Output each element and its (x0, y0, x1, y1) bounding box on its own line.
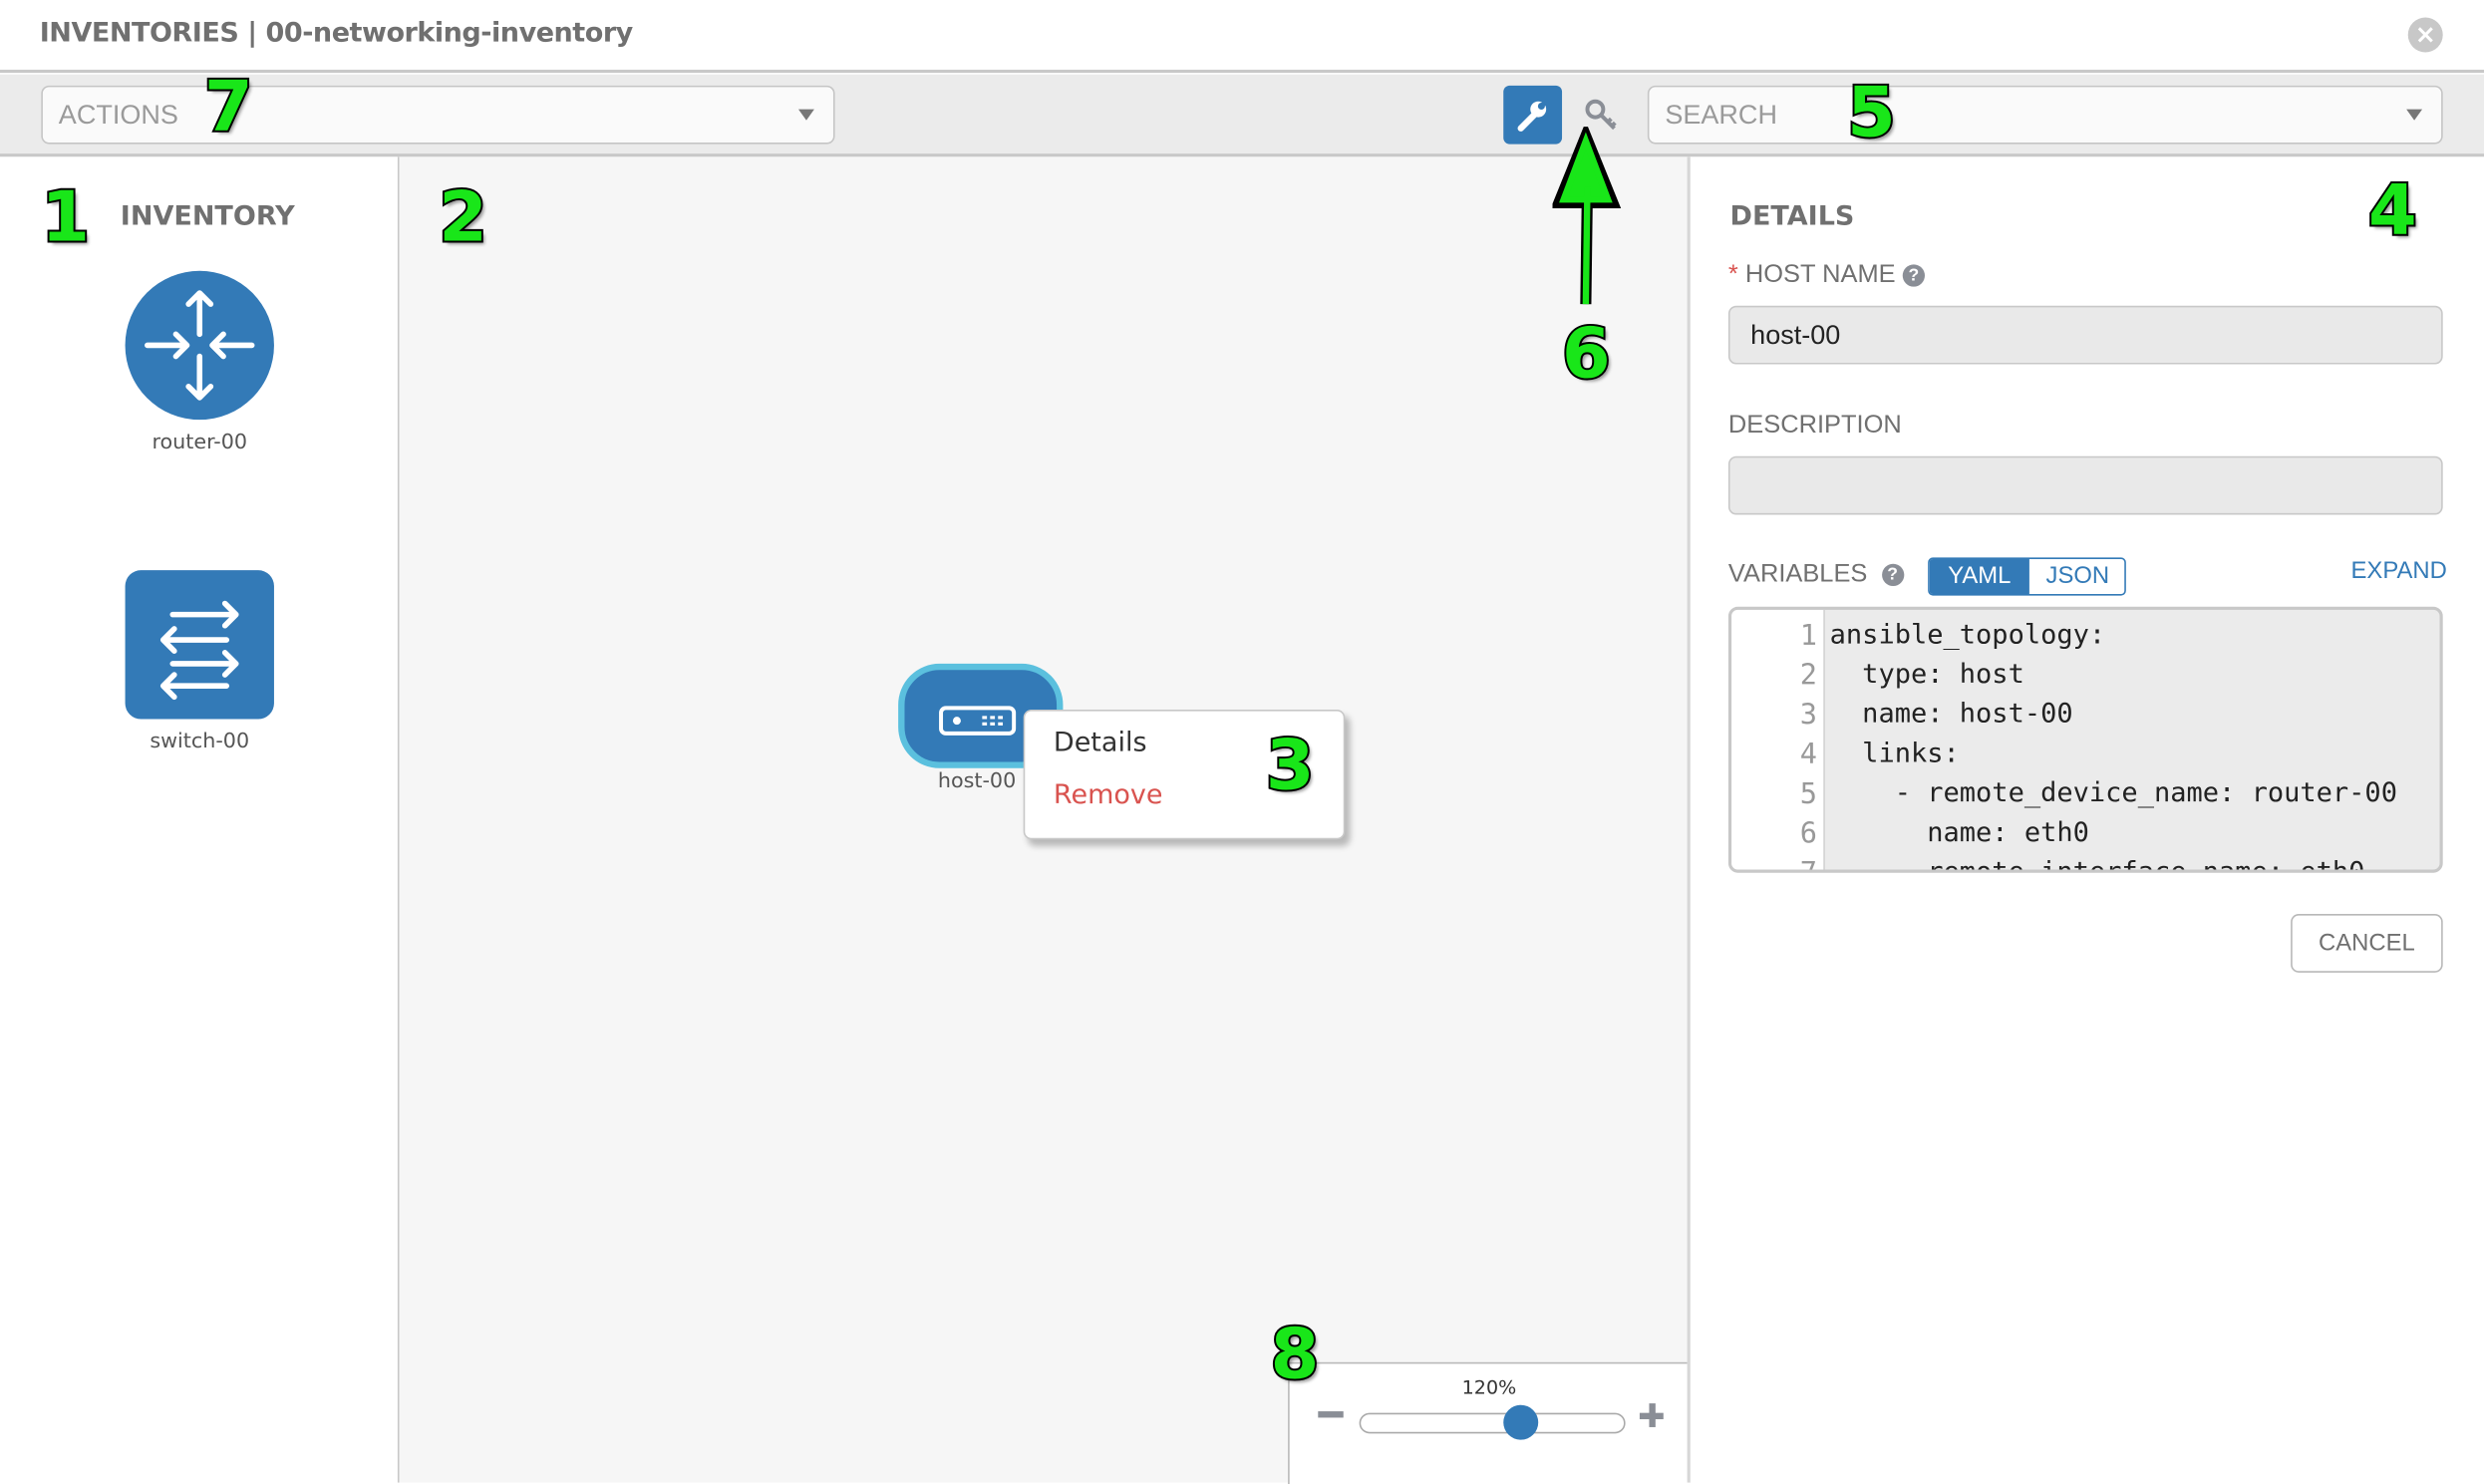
chevron-down-icon (798, 109, 814, 121)
code-line: type: host (1829, 659, 2024, 691)
zoom-in-icon[interactable] (1639, 1403, 1664, 1427)
line-number: 1 (1799, 619, 1817, 653)
line-number: 3 (1799, 698, 1817, 733)
actions-dropdown[interactable]: ACTIONS (41, 85, 835, 145)
host-name-input[interactable]: host-00 (1727, 305, 2443, 365)
annotation-4: 4 (2366, 170, 2419, 252)
host-name-label-text: HOST NAME (1744, 261, 1896, 289)
zoom-slider[interactable] (1359, 1404, 1626, 1440)
key-icon (1585, 99, 1617, 131)
description-label: DESCRIPTION (1727, 412, 1902, 440)
key-button[interactable] (1581, 95, 1622, 136)
code-line: - remote_device_name: router-00 (1829, 777, 2397, 810)
required-mark: * (1727, 261, 1738, 289)
line-number: 4 (1799, 738, 1817, 771)
search-dropdown[interactable]: SEARCH (1647, 85, 2443, 145)
annotation-5: 5 (1845, 73, 1898, 154)
host-name-label: * HOST NAME ? (1728, 261, 1925, 290)
code-line: name: eth0 (1829, 817, 2089, 849)
host-name-value: host-00 (1750, 320, 1841, 351)
annotation-2: 2 (437, 177, 489, 259)
details-title: DETAILS (1729, 200, 1855, 233)
zoom-control: 120% (1288, 1361, 1690, 1484)
inventory-item-router[interactable] (125, 270, 274, 421)
variables-editor[interactable]: 1 2 3 4 5 6 7 ansible_topology: type: host nam… (1727, 606, 2443, 873)
inventory-item-switch[interactable] (125, 570, 274, 720)
code-line: remote_interface_name: eth0 (1829, 856, 2365, 873)
router-icon (145, 290, 255, 401)
zoom-out-icon[interactable] (1318, 1411, 1344, 1418)
code-line: name: host-00 (1829, 698, 2073, 731)
actions-label: ACTIONS (58, 100, 178, 131)
chevron-down-icon (2406, 109, 2423, 121)
host-server-icon (939, 706, 1017, 736)
line-number: 5 (1799, 777, 1817, 811)
page-title: INVENTORIES | 00-networking-inventory (39, 17, 634, 50)
close-icon[interactable]: × (2407, 17, 2443, 53)
annotation-arrow (1552, 127, 1622, 305)
annotation-1: 1 (39, 177, 92, 259)
zoom-level: 120% (1461, 1376, 1517, 1399)
variables-label-text: VARIABLES (1727, 560, 1868, 588)
topology-canvas[interactable]: host-00 Details Remove (399, 156, 1688, 1483)
format-toggle: YAML JSON (1928, 557, 2126, 596)
line-number-gutter: 1 2 3 4 5 6 7 (1731, 609, 1825, 870)
line-number: 2 (1799, 659, 1817, 693)
annotation-8: 8 (1269, 1315, 1322, 1396)
search-input[interactable]: SEARCH (1665, 100, 1777, 131)
yaml-toggle[interactable]: YAML (1929, 559, 2029, 594)
annotation-6: 6 (1560, 313, 1613, 395)
line-number: 7 (1753, 857, 1817, 870)
line-number: 6 (1799, 817, 1817, 851)
code-line: ansible_topology: (1829, 619, 2106, 652)
menu-item-details[interactable]: Details (1053, 727, 1147, 759)
description-input[interactable] (1727, 455, 2443, 515)
switch-label: switch-00 (150, 730, 250, 754)
inventory-title: INVENTORY (120, 200, 295, 233)
menu-item-remove[interactable]: Remove (1053, 778, 1163, 811)
zoom-slider-handle[interactable] (1502, 1404, 1538, 1440)
code-line: links: (1829, 738, 1960, 770)
router-label: router-00 (152, 431, 248, 455)
annotation-3: 3 (1264, 725, 1317, 806)
wrench-button[interactable] (1503, 85, 1563, 145)
help-icon[interactable]: ? (1902, 264, 1925, 287)
inventory-panel: INVENTORY router-00 switch-00 (0, 156, 400, 1483)
toolbar: ACTIONS SEARCH (0, 74, 2484, 157)
variables-label: VARIABLES ? (1728, 561, 1904, 590)
json-toggle[interactable]: JSON (2045, 562, 2110, 590)
header: INVENTORIES | 00-networking-inventory × (0, 0, 2484, 74)
annotation-7: 7 (202, 66, 255, 148)
switch-icon (159, 600, 239, 701)
context-menu: Details Remove (1023, 710, 1346, 840)
wrench-icon (1517, 98, 1550, 132)
help-icon[interactable]: ? (1881, 563, 1904, 587)
host-node-label: host-00 (937, 769, 1017, 794)
expand-link[interactable]: EXPAND (2350, 557, 2447, 585)
cancel-button[interactable]: CANCEL (2291, 914, 2443, 973)
